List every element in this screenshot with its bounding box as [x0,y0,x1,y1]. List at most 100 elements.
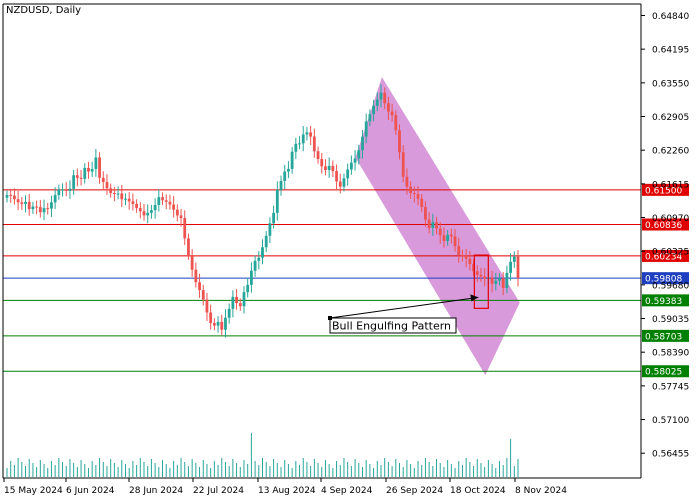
candle-body [446,234,450,241]
candle-body [327,165,331,171]
pattern-highlight-box [473,254,489,309]
candle-body [183,218,187,239]
price-tick-label: 0.56455 [652,450,689,460]
candle-body [46,208,50,210]
annotation-arrow-line [329,296,479,319]
annotation-arrow-head [470,294,479,302]
candle-body [224,317,227,330]
candle-body [101,177,105,183]
candle-body [512,256,516,262]
candle-body [316,151,320,160]
candle-body [83,167,87,179]
date-tick-label: 8 Nov 2024 [515,486,567,496]
candle-body [227,308,231,318]
candle-body [509,261,512,273]
level-label: 0.58703 [645,332,682,342]
candle-body [431,222,435,228]
candle-body [361,136,364,151]
candle-body [246,284,250,293]
price-tick-label: 0.62260 [652,147,689,157]
candle-body [272,212,276,224]
candle-body [9,195,13,197]
candle-body [287,168,290,172]
candle-body [438,228,442,236]
candle-body [90,168,94,172]
candle-body [50,202,53,209]
price-tick-label: 0.60970 [652,214,689,224]
candle-body [120,193,124,200]
candle-body [153,204,157,211]
price-tick-label: 0.58390 [652,349,689,359]
candle-body [216,321,220,326]
candle-body [424,207,427,220]
candle-body [231,296,235,309]
candle-body [435,222,438,229]
candles-layer [5,84,520,338]
candle-body [501,278,505,288]
candle-body [372,105,375,115]
candle-body [13,195,16,200]
candle-body [38,207,42,213]
candle-body [338,181,342,187]
candle-body [449,234,453,237]
candle-body [249,270,253,285]
candle-body [75,175,79,178]
candle-body [109,188,113,193]
candle-body [394,115,398,131]
candle-body [305,132,309,135]
candle-body [379,92,383,100]
candle-body [242,292,246,307]
candle-body [298,143,301,145]
candle-body [64,189,68,191]
candle-body [464,255,468,259]
candle-body [135,203,139,209]
candle-body [94,157,98,169]
candle-body [257,257,261,261]
axes-layer: 0.64840 0.64195 0.63550 0.62905 0.62260 0.616… [2,3,689,496]
candle-body [190,255,194,270]
candle-body [494,280,498,284]
annotation-layer: Bull Engulfing Pattern [328,254,489,334]
annotation-text: Bull Engulfing Pattern [332,320,451,333]
candle-body [112,192,116,195]
candle-body [468,258,472,264]
candle-body [353,158,357,163]
candle-body [398,130,401,153]
candle-body [294,143,298,152]
candle-body [364,121,368,137]
candle-body [142,211,146,216]
candle-body [331,165,335,172]
candle-body [201,290,205,300]
candle-body [205,299,209,313]
annotation-box [329,317,457,334]
date-tick-label: 22 Jul 2024 [193,486,244,496]
candle-body [253,260,257,271]
candle-body [498,278,501,281]
candle-body [279,180,283,190]
price-tick-label: 0.60325 [652,248,689,258]
candle-body [312,136,316,152]
level-label: 0.59808 [645,275,682,285]
candle-body [405,176,409,187]
candle-body [131,201,135,204]
candle-body [87,167,90,172]
candle-body [301,134,305,144]
level-label: 0.59383 [645,297,682,307]
candle-body [16,199,20,203]
level-label: 0.58025 [645,368,682,378]
candle-body [79,177,83,179]
price-tick-label: 0.59035 [652,315,689,325]
level-label-bg [642,218,689,231]
candle-body [42,208,46,213]
candle-body [127,198,131,202]
candle-body [161,197,164,201]
candle-body [505,272,509,288]
candle-body [409,186,413,193]
candle-body [172,204,176,210]
candle-body [386,103,390,112]
candle-body [335,171,338,182]
candle-body [472,263,475,272]
candle-body [453,236,457,247]
